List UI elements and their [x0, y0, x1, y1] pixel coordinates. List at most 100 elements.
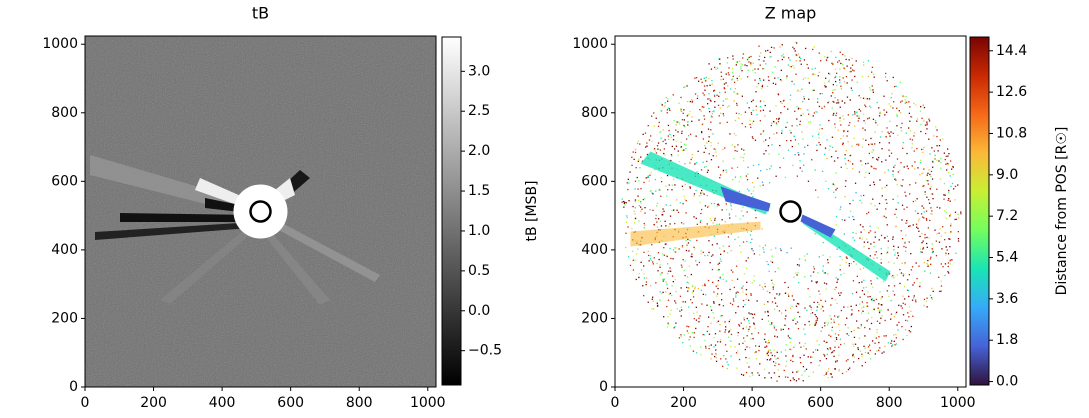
pixel — [713, 337, 715, 339]
pixel — [644, 207, 646, 209]
pixel — [779, 144, 781, 147]
pixel — [670, 309, 672, 311]
pixel — [633, 158, 635, 160]
pixel — [818, 344, 820, 346]
pixel — [827, 322, 829, 324]
pixel — [766, 290, 769, 292]
pixel — [816, 309, 818, 311]
pixel — [685, 144, 687, 146]
pixel — [824, 147, 827, 149]
pixel — [888, 103, 890, 105]
pixel — [662, 279, 664, 281]
pixel — [947, 199, 949, 201]
pixel — [772, 82, 774, 84]
pixel — [672, 258, 674, 260]
pixel — [767, 351, 769, 353]
pixel — [931, 193, 934, 195]
pixel — [753, 253, 755, 255]
pixel — [933, 135, 935, 137]
pixel — [827, 377, 829, 379]
pixel — [706, 194, 708, 197]
pixel — [746, 346, 748, 348]
pixel — [916, 198, 918, 200]
pixel — [946, 249, 948, 251]
pixel — [722, 278, 724, 281]
pixel — [776, 293, 778, 295]
pixel — [949, 263, 951, 265]
pixel — [808, 81, 810, 84]
pixel — [844, 196, 846, 198]
pixel — [624, 204, 626, 206]
pixel — [925, 217, 928, 220]
pixel — [808, 375, 810, 377]
pixel — [688, 135, 690, 137]
pixel — [658, 218, 660, 220]
pixel — [756, 114, 758, 116]
pixel — [719, 107, 721, 109]
pixel — [756, 358, 758, 360]
pixel — [869, 105, 871, 107]
pixel — [730, 208, 733, 210]
pixel — [813, 112, 816, 114]
pixel — [714, 355, 716, 358]
pixel — [913, 102, 915, 105]
pixel — [680, 141, 682, 143]
pixel — [835, 75, 837, 77]
pixel — [880, 298, 882, 300]
tb-image — [85, 36, 436, 387]
pixel — [879, 112, 881, 114]
pixel — [722, 113, 724, 115]
pixel — [905, 222, 907, 224]
pixel — [733, 132, 736, 135]
pixel — [652, 263, 654, 265]
pixel — [759, 79, 761, 81]
pixel — [671, 189, 673, 191]
pixel — [843, 67, 845, 69]
pixel — [802, 366, 805, 368]
pixel — [787, 149, 790, 151]
pixel — [950, 231, 952, 233]
pixel — [821, 128, 823, 130]
pixel — [681, 245, 684, 247]
pixel — [919, 162, 922, 164]
pixel — [735, 134, 737, 137]
pixel — [812, 271, 815, 273]
pixel — [910, 325, 912, 328]
pixel — [939, 207, 941, 209]
pixel — [769, 292, 771, 294]
pixel — [834, 123, 836, 125]
pixel — [722, 245, 724, 247]
pixel — [723, 83, 726, 85]
pixel — [817, 272, 819, 274]
pixel — [888, 149, 890, 151]
pixel — [774, 335, 776, 337]
pixel — [691, 253, 693, 255]
pixel — [689, 345, 691, 347]
pixel — [724, 147, 726, 149]
pixel — [684, 274, 686, 277]
pixel — [867, 118, 869, 120]
pixel — [874, 143, 876, 145]
pixel — [751, 136, 754, 138]
pixel — [686, 281, 688, 283]
pixel — [786, 77, 788, 79]
pixel — [820, 60, 822, 62]
pixel — [720, 260, 722, 262]
pixel — [814, 67, 816, 69]
pixel — [884, 345, 886, 347]
pixel — [784, 292, 787, 294]
pixel — [850, 70, 852, 73]
pixel — [902, 95, 904, 97]
pixel — [908, 306, 911, 308]
pixel — [745, 326, 747, 328]
pixel — [759, 363, 761, 365]
pixel — [851, 309, 853, 311]
pixel — [748, 299, 750, 301]
pixel — [843, 306, 845, 308]
pixel — [722, 160, 724, 162]
pixel — [891, 276, 893, 278]
pixel — [696, 311, 698, 313]
pixel — [712, 281, 714, 283]
pixel — [818, 303, 820, 306]
